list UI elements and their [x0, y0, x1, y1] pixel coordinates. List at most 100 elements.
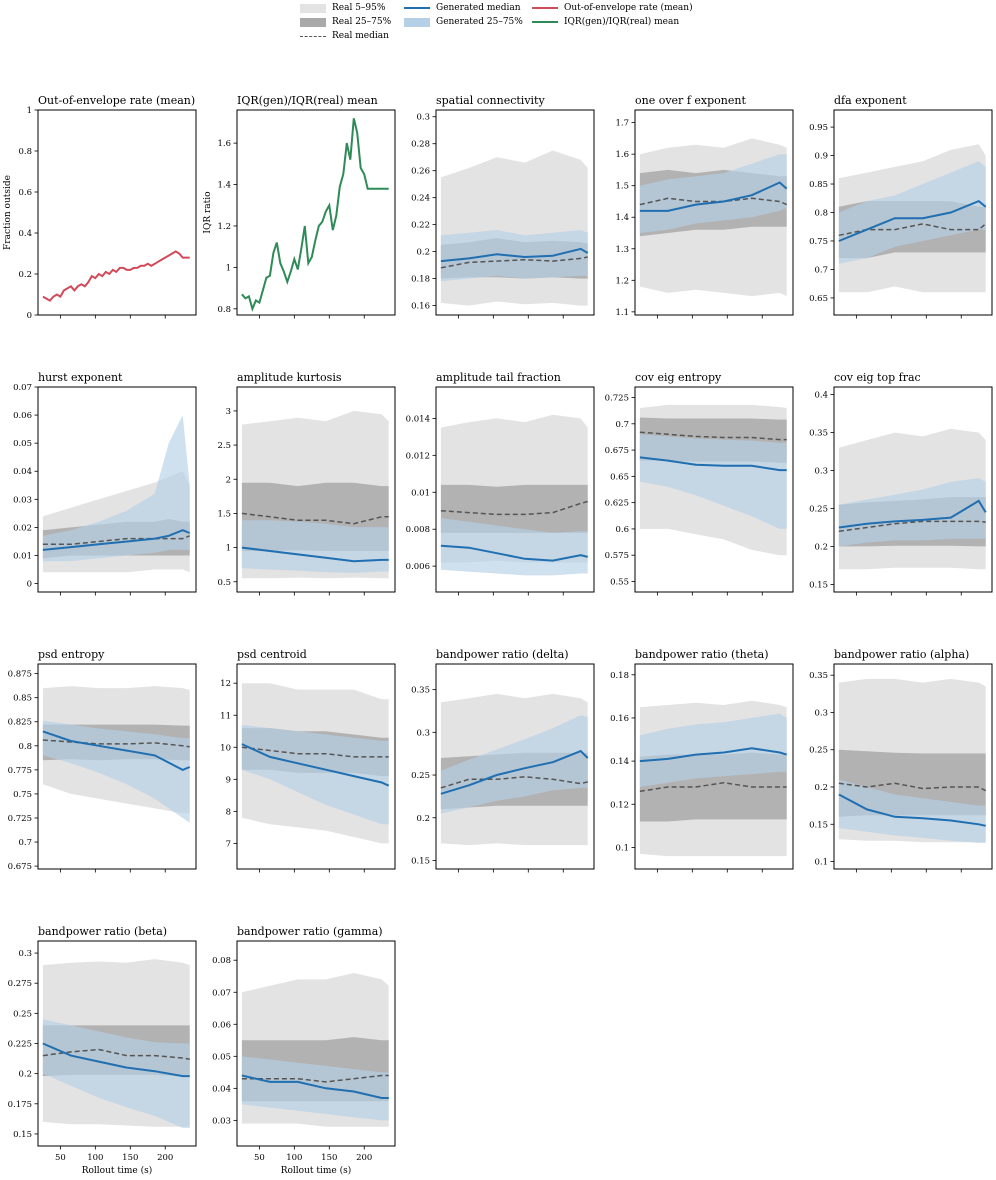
plot-area — [838, 428, 987, 570]
y-tick-label: 0.8 — [217, 305, 231, 315]
y-tick-label: 0.9 — [814, 152, 828, 162]
y-tick-label: 0.75 — [13, 790, 32, 800]
y-tick-label: 0.16 — [411, 302, 430, 312]
line-oor — [42, 250, 190, 302]
line-gen-median — [639, 456, 787, 472]
line-gen-median — [241, 1074, 389, 1099]
y-tick-label: 0.3 — [814, 467, 828, 477]
y-tick-label: 1.5 — [615, 182, 629, 192]
x-tick-label: 200 — [157, 1153, 173, 1163]
y-tick-label: 0.014 — [406, 414, 430, 424]
legend-swatch-oor-mean — [532, 7, 558, 9]
legend-swatch-real-median — [300, 35, 326, 37]
y-tick-label: 0.35 — [809, 429, 828, 439]
line-real-median — [440, 500, 588, 516]
y-tick-label: 0.65 — [610, 472, 629, 482]
y-tick-label: 0.6 — [18, 188, 32, 198]
y-tick-label: 0.03 — [13, 495, 32, 505]
y-tick-label: 0.875 — [8, 670, 32, 680]
y-tick-label: 0.4 — [814, 391, 828, 401]
y-tick-label: 0.16 — [610, 714, 629, 724]
y-tick-label: 0.825 — [8, 718, 32, 728]
chart-title: one over f exponent — [635, 94, 746, 107]
legend-gen-25-75: Generated 25–75% — [404, 16, 523, 28]
y-tick-label: 0.725 — [605, 394, 629, 404]
plot-area — [639, 138, 788, 297]
y-tick-label: 1.4 — [217, 181, 231, 191]
line-gen-median — [838, 499, 987, 529]
chart-panel-9: cov eig entropy 0.55 0.575 0.6 0.625 0.65 0.67… — [605, 371, 794, 596]
legend-gen-median: Generated median — [404, 2, 521, 14]
y-tick-label: 0.7 — [615, 420, 629, 430]
y-tick-label: 0.35 — [809, 671, 828, 681]
y-tick-label: 0.7 — [18, 838, 32, 848]
y-tick-label: 0 — [27, 580, 32, 590]
y-tick-label: 0.8 — [18, 742, 32, 752]
plot-area — [42, 686, 191, 823]
band-real-5-95 — [440, 150, 588, 306]
chart-title: spatial connectivity — [436, 94, 545, 107]
y-tick-label: 0.3 — [814, 708, 828, 718]
y-tick-label: 0.75 — [809, 237, 828, 247]
line-gen-median — [42, 1042, 190, 1078]
axes-frame — [833, 386, 993, 593]
y-tick-label: 0.25 — [411, 771, 430, 781]
band-gen-25-75 — [838, 779, 986, 843]
y-tick-label: 0.85 — [13, 694, 32, 704]
band-gen-25-75 — [241, 520, 389, 573]
y-tick-label: 0.3 — [416, 728, 430, 738]
plot-area — [241, 118, 389, 312]
chart-panel-7: amplitude kurtosis 0.5 1 1.5 2 2.5 3 — [217, 371, 396, 596]
y-tick-label: 0.15 — [809, 580, 828, 590]
y-tick-label: 1 — [226, 263, 231, 273]
y-tick-label: 1.6 — [615, 150, 629, 160]
y-tick-label: 0.275 — [8, 979, 32, 989]
line-gen-median — [440, 749, 589, 795]
y-tick-label: 0.24 — [411, 194, 430, 204]
y-tick-label: 0.03 — [212, 1116, 231, 1126]
legend-label-oor-mean: Out-of-envelope rate (mean) — [564, 3, 693, 13]
y-tick-label: 0.07 — [212, 988, 231, 998]
y-tick-label: 0.012 — [406, 451, 430, 461]
y-tick-label: 0.01 — [13, 551, 32, 561]
legend-label-real-median: Real median — [332, 31, 389, 41]
line-iqr — [241, 118, 389, 312]
y-tick-label: 0.55 — [610, 577, 629, 587]
legend-label-gen-25-75: Generated 25–75% — [436, 17, 523, 27]
axes-frame — [634, 109, 794, 316]
y-tick-label: 0.15 — [809, 820, 828, 830]
y-tick-label: 0.2 — [814, 542, 828, 552]
line-gen-median — [838, 199, 987, 242]
plot-area — [42, 415, 191, 573]
plot-area — [838, 678, 987, 843]
band-gen-25-75 — [241, 724, 389, 825]
line-gen-median — [42, 529, 191, 551]
legend-swatch-iqr-mean — [532, 21, 558, 23]
axes-frame — [435, 663, 595, 870]
y-tick-label: 1.7 — [615, 119, 629, 129]
legend-label-iqr-mean: IQR(gen)/IQR(real) mean — [564, 17, 680, 27]
chart-panel-16: bandpower ratio (beta) 0.15 0.175 0.2 0.225 0… — [8, 925, 197, 1176]
band-gen-25-75 — [639, 154, 787, 233]
y-tick-label: 0.14 — [610, 757, 629, 767]
chart-title: bandpower ratio (delta) — [436, 648, 569, 661]
y-tick-label: 1.6 — [217, 139, 231, 149]
line-gen-median — [440, 247, 589, 263]
chart-title: bandpower ratio (beta) — [38, 925, 167, 938]
y-tick-label: 10 — [220, 743, 231, 753]
band-gen-25-75 — [440, 715, 588, 814]
axes-frame — [634, 386, 794, 593]
y-tick-label: 0.3 — [18, 949, 32, 959]
axes-frame — [37, 386, 197, 593]
y-tick-label: 9 — [226, 775, 231, 785]
y-tick-label: 0.7 — [814, 265, 828, 275]
chart-title: psd entropy — [38, 648, 105, 661]
band-gen-25-75 — [838, 478, 986, 547]
y-tick-label: 3 — [226, 407, 231, 417]
y-tick-label: 0.26 — [411, 167, 430, 177]
chart-panel-8: amplitude tail fraction 0.006 0.008 0.01 0.0… — [406, 371, 595, 596]
y-tick-label: 0.675 — [605, 446, 629, 456]
y-tick-label: 0.725 — [8, 814, 32, 824]
line-gen-median — [241, 743, 390, 787]
